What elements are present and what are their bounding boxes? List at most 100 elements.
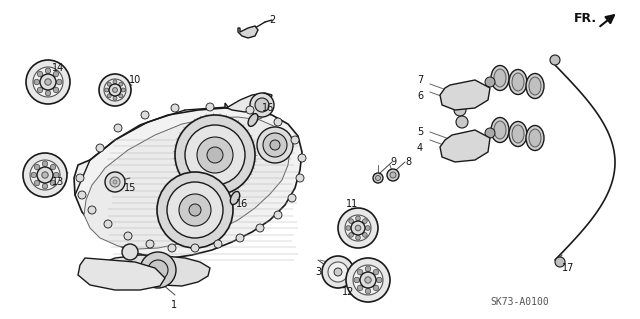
Text: 11: 11: [346, 199, 358, 209]
Circle shape: [298, 154, 306, 162]
Circle shape: [362, 219, 367, 223]
Circle shape: [113, 80, 117, 84]
Ellipse shape: [526, 73, 544, 99]
Circle shape: [119, 94, 123, 98]
Circle shape: [263, 133, 287, 157]
Text: 14: 14: [52, 63, 64, 73]
Circle shape: [104, 220, 112, 228]
Circle shape: [34, 79, 40, 85]
Circle shape: [110, 177, 120, 187]
Circle shape: [357, 285, 363, 291]
Circle shape: [33, 67, 63, 97]
Circle shape: [360, 272, 376, 288]
Polygon shape: [84, 117, 290, 249]
Circle shape: [40, 74, 56, 90]
Circle shape: [88, 206, 96, 214]
Text: SK73-A0100: SK73-A0100: [490, 297, 548, 307]
Circle shape: [171, 104, 179, 112]
Circle shape: [146, 240, 154, 248]
Circle shape: [206, 103, 214, 111]
Circle shape: [53, 71, 59, 77]
Circle shape: [35, 180, 40, 186]
Text: 17: 17: [562, 263, 574, 273]
Circle shape: [185, 125, 245, 185]
Circle shape: [99, 74, 131, 106]
Circle shape: [96, 144, 104, 152]
Circle shape: [119, 82, 123, 86]
Circle shape: [454, 104, 466, 116]
Circle shape: [167, 182, 223, 238]
Circle shape: [113, 96, 117, 100]
Circle shape: [236, 234, 244, 242]
Circle shape: [376, 277, 382, 283]
Circle shape: [37, 167, 53, 183]
Circle shape: [351, 221, 365, 235]
Circle shape: [37, 71, 43, 77]
Circle shape: [485, 77, 495, 87]
Circle shape: [349, 233, 353, 237]
Circle shape: [76, 174, 84, 182]
Circle shape: [104, 79, 126, 101]
Ellipse shape: [248, 114, 258, 126]
Circle shape: [356, 216, 360, 221]
Circle shape: [168, 244, 176, 252]
Circle shape: [373, 269, 379, 275]
Circle shape: [148, 260, 168, 280]
Circle shape: [114, 124, 122, 132]
Circle shape: [257, 127, 293, 163]
Circle shape: [365, 289, 371, 294]
Text: 1: 1: [171, 300, 177, 310]
Circle shape: [197, 137, 233, 173]
Circle shape: [45, 91, 51, 96]
FancyArrowPatch shape: [600, 15, 614, 26]
Circle shape: [373, 173, 383, 183]
Circle shape: [109, 84, 121, 96]
Text: 6: 6: [417, 91, 423, 101]
Circle shape: [122, 244, 138, 260]
Ellipse shape: [529, 77, 541, 95]
Circle shape: [141, 111, 149, 119]
Text: 5: 5: [417, 127, 423, 137]
Circle shape: [357, 269, 363, 275]
Text: 16: 16: [236, 199, 248, 209]
Circle shape: [354, 277, 360, 283]
Circle shape: [353, 265, 383, 295]
Circle shape: [107, 82, 111, 86]
Circle shape: [373, 285, 379, 291]
Circle shape: [42, 183, 48, 189]
Circle shape: [51, 180, 56, 186]
Circle shape: [550, 55, 560, 65]
Ellipse shape: [494, 121, 506, 139]
Circle shape: [485, 128, 495, 138]
Circle shape: [245, 29, 251, 35]
Circle shape: [338, 208, 378, 248]
Circle shape: [26, 60, 70, 104]
Circle shape: [296, 174, 304, 182]
Circle shape: [214, 240, 222, 248]
Circle shape: [179, 194, 211, 226]
Text: 16: 16: [262, 103, 274, 113]
Circle shape: [376, 175, 381, 181]
Text: 12: 12: [342, 287, 354, 297]
Circle shape: [365, 266, 371, 271]
Ellipse shape: [512, 125, 524, 143]
Circle shape: [45, 68, 51, 73]
Circle shape: [291, 136, 299, 144]
Circle shape: [113, 88, 117, 93]
Ellipse shape: [494, 69, 506, 87]
Circle shape: [322, 256, 354, 288]
Polygon shape: [225, 93, 272, 112]
Circle shape: [191, 244, 199, 252]
Circle shape: [365, 226, 370, 230]
Polygon shape: [78, 258, 165, 290]
Circle shape: [30, 160, 60, 190]
Circle shape: [207, 147, 223, 163]
Circle shape: [121, 88, 125, 92]
Circle shape: [365, 277, 371, 283]
Polygon shape: [440, 80, 490, 110]
Circle shape: [78, 191, 86, 199]
Ellipse shape: [509, 122, 527, 146]
Ellipse shape: [491, 65, 509, 91]
Circle shape: [288, 194, 296, 202]
Text: 13: 13: [52, 177, 64, 187]
